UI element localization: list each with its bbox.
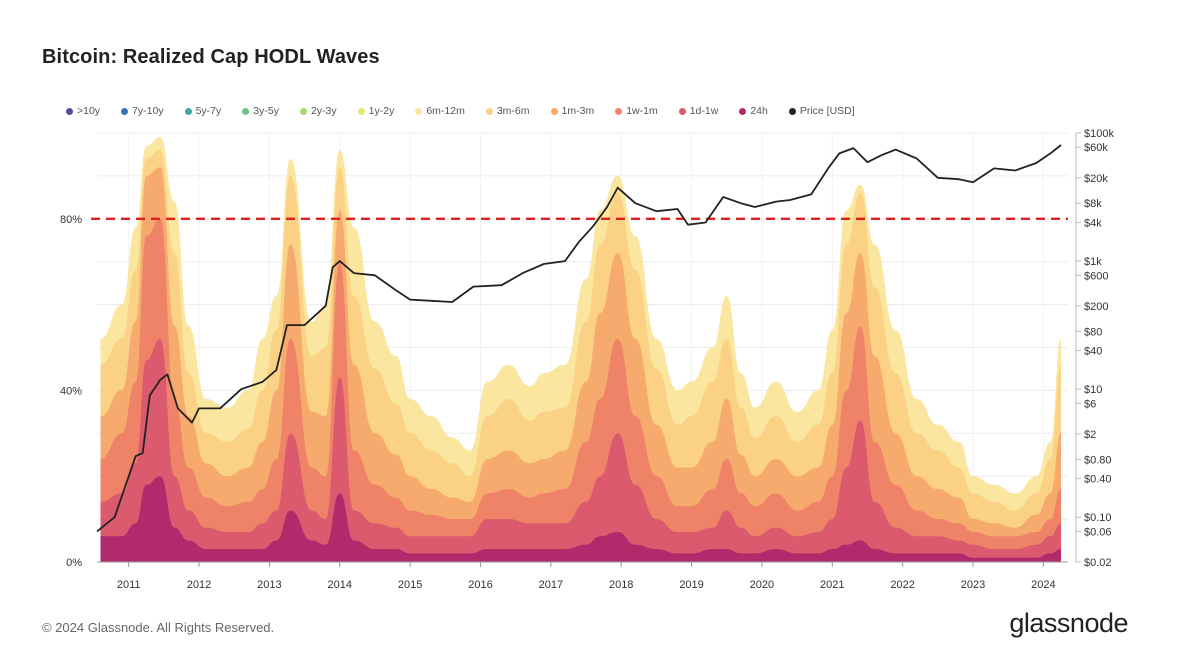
y-right-tick-label: $2 (1084, 429, 1096, 441)
legend-swatch (242, 107, 250, 115)
x-axis: 2011 2012 2013 2014 2015 2016 2017 2018 2019 2020… (97, 561, 1068, 591)
y-right-tick-label: $8k (1084, 198, 1102, 210)
legend-item[interactable]: 24h (739, 105, 768, 117)
legend-item[interactable]: 3m-6m (485, 105, 530, 117)
legend: >10y 7y-10y 5y-7y 3y-5y 2y-3y 1y-2y 6m-12m 3m-6… (66, 104, 876, 118)
y-axis-right: $100k $60k $20k $8k $4k $1k $600 $200 $80 $40 $10 $… (1075, 128, 1114, 569)
y-axis-left: 0% 40% 80% (60, 214, 82, 569)
brand-logo: glassnode (1009, 608, 1128, 638)
legend-label: 3m-6m (496, 105, 530, 117)
y-left-tick-label: 80% (60, 214, 82, 226)
legend-item[interactable]: >10y (66, 105, 100, 117)
x-tick-label: 2021 (820, 579, 844, 591)
y-right-tick-label: $6 (1084, 398, 1096, 410)
x-tick-label: 2018 (609, 579, 633, 591)
x-tick-label: 2012 (187, 579, 211, 591)
x-tick-label: 2014 (328, 579, 352, 591)
legend-label: 6m-12m (426, 105, 465, 117)
y-right-tick-label: $100k (1084, 128, 1114, 140)
legend-item[interactable]: 7y-10y (121, 105, 164, 117)
legend-label: >10y (77, 105, 101, 117)
y-right-tick-label: $600 (1084, 270, 1108, 282)
legend-swatch (678, 107, 686, 115)
legend-swatch (485, 107, 493, 115)
legend-label: 1d-1w (689, 105, 719, 117)
legend-swatch (121, 107, 129, 115)
y-right-tick-label: $1k (1084, 256, 1102, 268)
legend-item[interactable]: 1w-1m (615, 105, 658, 117)
x-tick-label: 2016 (468, 579, 492, 591)
legend-swatch (299, 107, 307, 115)
y-right-tick-label: $40 (1084, 346, 1102, 358)
x-tick-label: 2019 (679, 579, 703, 591)
legend-item[interactable]: 1m-3m (550, 105, 595, 117)
y-right-tick-label: $80 (1084, 326, 1102, 338)
legend-swatch (184, 107, 192, 115)
legend-item[interactable]: Price [USD] (788, 105, 855, 117)
legend-item[interactable]: 6m-12m (415, 105, 465, 117)
y-right-tick-label: $20k (1084, 173, 1108, 185)
y-right-tick-label: $200 (1084, 301, 1108, 313)
y-right-tick-label: $0.10 (1084, 512, 1112, 524)
legend-label: 1y-2y (368, 105, 395, 117)
x-tick-label: 2022 (890, 579, 914, 591)
legend-swatch (739, 107, 747, 115)
y-right-tick-label: $0.40 (1084, 474, 1112, 486)
legend-label: Price [USD] (799, 105, 855, 117)
legend-item[interactable]: 1y-2y (357, 105, 395, 117)
band-areas (100, 137, 1061, 563)
price-line-group (96, 144, 1062, 533)
legend-label: 24h (750, 105, 768, 117)
x-tick-label: 2017 (539, 579, 563, 591)
legend-label: 1m-3m (561, 105, 595, 117)
x-tick-label: 2024 (1031, 579, 1055, 591)
x-tick-label: 2015 (398, 579, 422, 591)
price-line (96, 144, 1062, 533)
y-right-tick-label: $4k (1084, 218, 1102, 230)
legend-swatch (788, 107, 796, 115)
legend-label: 2y-3y (310, 105, 337, 117)
legend-label: 5y-7y (195, 105, 222, 117)
y-right-tick-label: $10 (1084, 384, 1102, 396)
legend-swatch (550, 107, 558, 115)
y-left-tick-label: 40% (60, 385, 82, 397)
y-right-tick-label: $60k (1084, 142, 1108, 154)
x-tick-label: 2013 (257, 579, 281, 591)
y-right-tick-label: $0.02 (1084, 557, 1112, 569)
x-tick-label: 2020 (750, 579, 774, 591)
y-right-tick-label: $0.80 (1084, 454, 1112, 466)
legend-swatch (357, 107, 365, 115)
copyright-text: © 2024 Glassnode. All Rights Reserved. (42, 620, 275, 635)
hodl-wave-chart: 2011 2012 2013 2014 2015 2016 2017 2018 2019 2020… (60, 128, 1115, 591)
chart-title: Bitcoin: Realized Cap HODL Waves (42, 46, 380, 68)
legend-item[interactable]: 5y-7y (184, 105, 222, 117)
legend-label: 7y-10y (132, 105, 164, 117)
legend-swatch (615, 107, 623, 115)
x-tick-label: 2011 (117, 579, 141, 591)
y-left-tick-label: 0% (66, 557, 82, 569)
legend-label: 1w-1m (626, 105, 658, 117)
legend-item[interactable]: 1d-1w (678, 105, 719, 117)
y-right-tick-label: $0.06 (1084, 526, 1112, 538)
legend-label: 3y-5y (253, 105, 279, 117)
band-24h (100, 476, 1061, 562)
legend-swatch (66, 107, 73, 115)
legend-swatch (415, 107, 423, 115)
x-tick-label: 2023 (961, 579, 985, 591)
legend-item[interactable]: 2y-3y (299, 105, 337, 117)
legend-item[interactable]: 3y-5y (242, 105, 279, 117)
